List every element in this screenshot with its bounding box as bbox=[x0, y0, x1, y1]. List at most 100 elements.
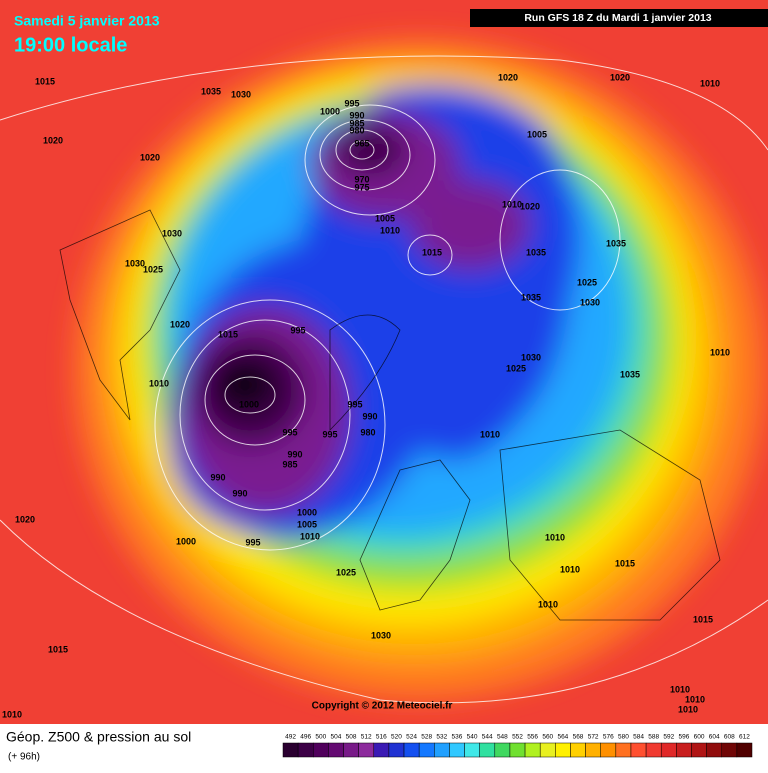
pressure-label: 1025 bbox=[336, 567, 356, 577]
legend-swatch bbox=[570, 742, 586, 758]
legend-label: 592 bbox=[663, 734, 674, 741]
pressure-label: 1030 bbox=[125, 258, 145, 268]
run-info: Run GFS 18 Z du Mardi 1 janvier 2013 bbox=[524, 12, 711, 24]
legend-label: 584 bbox=[633, 734, 644, 741]
pressure-label: 1010 bbox=[300, 531, 320, 541]
legend-swatch bbox=[600, 742, 617, 758]
legend-label: 556 bbox=[527, 734, 538, 741]
pressure-label: 995 bbox=[245, 537, 260, 547]
pressure-label: 1010 bbox=[685, 694, 705, 704]
pressure-label: 1035 bbox=[620, 369, 640, 379]
pressure-label: 1010 bbox=[502, 199, 522, 209]
pressure-label: 990 bbox=[210, 472, 225, 482]
pressure-label: 1005 bbox=[527, 129, 547, 139]
legend-swatch bbox=[676, 742, 692, 758]
pressure-label: 1015 bbox=[422, 247, 442, 257]
copyright: Copyright © 2012 Meteociel.fr bbox=[312, 701, 453, 712]
legend-label: 588 bbox=[648, 734, 659, 741]
legend-label: 568 bbox=[573, 734, 584, 741]
time: 19:00 locale bbox=[14, 34, 127, 56]
pressure-label: 1030 bbox=[231, 89, 251, 99]
pressure-label: 1020 bbox=[610, 72, 630, 82]
pressure-label: 1030 bbox=[580, 297, 600, 307]
run-box bbox=[470, 9, 768, 27]
pressure-label: 1030 bbox=[521, 352, 541, 362]
pressure-label: 1030 bbox=[371, 630, 391, 640]
pressure-label: 970 bbox=[354, 174, 369, 184]
legend-label: 540 bbox=[467, 734, 478, 741]
pressure-label: 1010 bbox=[545, 532, 565, 542]
pressure-label: 990 bbox=[362, 411, 377, 421]
pressure-label: 995 bbox=[282, 427, 297, 437]
legend-swatch bbox=[645, 742, 662, 758]
pressure-label: 1000 bbox=[176, 536, 196, 546]
legend-swatch bbox=[343, 742, 359, 758]
legend-label: 604 bbox=[709, 734, 720, 741]
pressure-label: 1010 bbox=[710, 347, 730, 357]
pressure-label: 1010 bbox=[149, 378, 169, 388]
pressure-label: 1015 bbox=[218, 329, 238, 339]
legend-label: 612 bbox=[739, 734, 750, 741]
legend-swatch bbox=[736, 742, 753, 758]
legend-label: 532 bbox=[436, 734, 447, 741]
pressure-label: 990 bbox=[349, 110, 364, 120]
legend-swatch bbox=[449, 742, 465, 758]
legend-label: 572 bbox=[588, 734, 599, 741]
pressure-label: 1000 bbox=[239, 399, 259, 409]
pressure-label: 1010 bbox=[538, 599, 558, 609]
date: Samedi 5 janvier 2013 bbox=[14, 13, 160, 29]
pressure-label: 975 bbox=[354, 182, 369, 192]
legend-label: 516 bbox=[376, 734, 387, 741]
pressure-label: 995 bbox=[347, 399, 362, 409]
pressure-label: 995 bbox=[322, 429, 337, 439]
legend-label: 528 bbox=[421, 734, 432, 741]
pressure-label: 980 bbox=[360, 427, 375, 437]
legend-label: 504 bbox=[331, 734, 342, 741]
pressure-label: 1035 bbox=[606, 238, 626, 248]
legend-swatch bbox=[630, 742, 647, 758]
legend-label: 496 bbox=[300, 734, 311, 741]
legend-label: 536 bbox=[452, 734, 463, 741]
pressure-label: 990 bbox=[287, 449, 302, 459]
legend-label: 600 bbox=[694, 734, 705, 741]
pressure-label: 1030 bbox=[162, 228, 182, 238]
legend-swatch bbox=[282, 742, 299, 758]
pressure-label: 1025 bbox=[577, 277, 597, 287]
legend-label: 508 bbox=[346, 734, 357, 741]
legend-swatch bbox=[464, 742, 480, 758]
pressure-label: 1020 bbox=[140, 152, 160, 162]
pressure-label: 980 bbox=[349, 125, 364, 135]
color-legend: 492 496 500 504 508 512 516 520 524 528 532 536 540 5… bbox=[282, 734, 753, 758]
legend-swatch bbox=[691, 742, 707, 758]
pressure-label: 1010 bbox=[2, 709, 22, 719]
pressure-label: 985 bbox=[282, 459, 297, 469]
pressure-label: 1025 bbox=[143, 264, 163, 274]
legend-swatch bbox=[539, 742, 556, 758]
legend-label: 596 bbox=[678, 734, 689, 741]
pressure-label: 1025 bbox=[506, 363, 526, 373]
footer-lead: (+ 96h) bbox=[8, 752, 40, 763]
legend-swatch bbox=[494, 742, 511, 758]
pressure-label: 1010 bbox=[700, 78, 720, 88]
legend-label: 500 bbox=[315, 734, 326, 741]
pressure-label: 1020 bbox=[520, 201, 540, 211]
pressure-label: 1005 bbox=[375, 213, 395, 223]
legend-swatch bbox=[434, 742, 450, 758]
legend-swatch bbox=[297, 742, 314, 758]
pressure-label: 1020 bbox=[170, 319, 190, 329]
pressure-label: 1005 bbox=[297, 519, 317, 529]
pressure-label: 995 bbox=[344, 98, 359, 108]
legend-label: 520 bbox=[391, 734, 402, 741]
legend-label: 548 bbox=[497, 734, 508, 741]
legend-swatch bbox=[555, 742, 571, 758]
pressure-label: 1010 bbox=[670, 684, 690, 694]
pressure-label: 985 bbox=[349, 118, 364, 128]
legend-swatch bbox=[403, 742, 420, 758]
pressure-label: 990 bbox=[232, 488, 247, 498]
legend-swatch bbox=[660, 742, 677, 758]
legend-label: 608 bbox=[724, 734, 735, 741]
pressure-label: 995 bbox=[290, 325, 305, 335]
pressure-label: 1010 bbox=[560, 564, 580, 574]
legend-label: 552 bbox=[512, 734, 523, 741]
